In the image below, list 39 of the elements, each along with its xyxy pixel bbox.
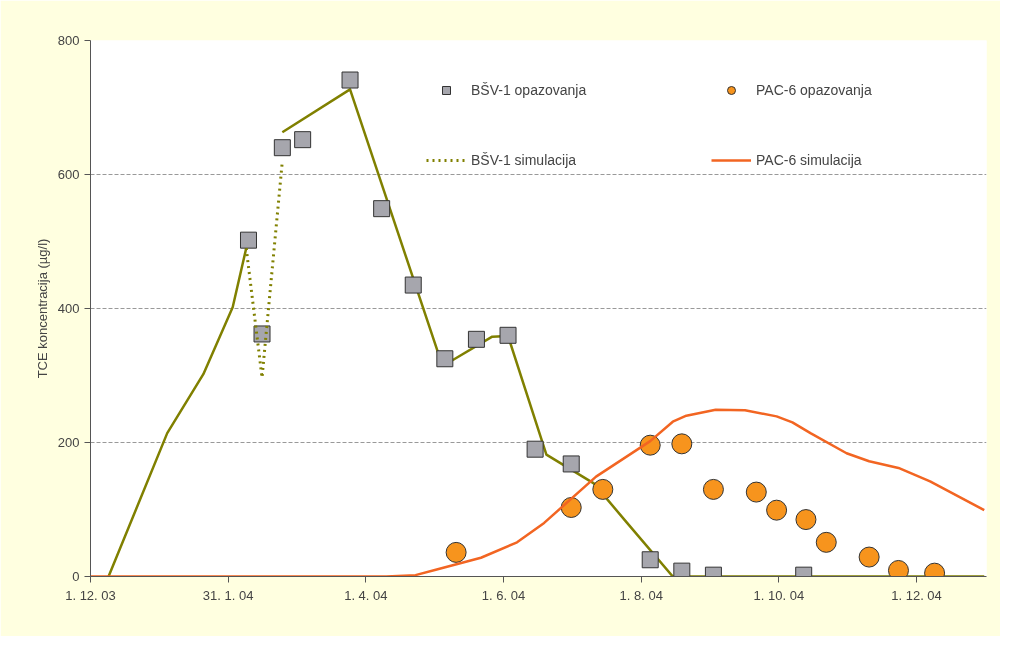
point <box>671 433 693 455</box>
x-tick-label: 1. 10. 04 <box>753 587 805 603</box>
legend-label: PAC-6 opazovanja <box>756 82 873 98</box>
y-tick-label: 200 <box>57 435 80 450</box>
point <box>745 481 767 503</box>
point <box>499 326 517 344</box>
point <box>373 200 391 218</box>
point <box>795 509 817 531</box>
point <box>673 562 691 577</box>
point <box>273 139 291 157</box>
point <box>702 478 724 500</box>
point <box>239 231 257 249</box>
y-tick-label: 600 <box>57 167 80 182</box>
point <box>467 330 485 348</box>
legend-label: PAC-6 simulacija <box>756 152 863 168</box>
x-tick-label: 31. 1. 04 <box>202 587 254 603</box>
point <box>858 546 880 568</box>
y-axis-title: TCE koncentracija (µg/l) <box>34 238 50 379</box>
legend-label: BŠV-1 simulacija <box>471 152 578 168</box>
y-tick-label: 0 <box>72 569 80 584</box>
x-tick-label: 1. 8. 04 <box>619 587 663 603</box>
x-tick-label: 1. 6. 04 <box>481 587 526 603</box>
point <box>341 71 359 89</box>
y-tick-label: 400 <box>57 301 80 316</box>
y-tick-label: 800 <box>57 33 80 48</box>
point <box>766 499 788 521</box>
legend-label: BŠV-1 opazovanja <box>471 82 588 98</box>
point <box>815 531 837 553</box>
point <box>526 440 544 458</box>
x-tick-label: 1. 12. 04 <box>891 587 942 603</box>
x-tick-label: 1. 4. 04 <box>344 587 388 603</box>
point <box>404 276 422 294</box>
point <box>436 350 454 368</box>
x-tick-label: 1. 12. 03 <box>65 587 116 603</box>
point <box>592 478 614 500</box>
point <box>445 541 467 563</box>
point <box>294 131 312 149</box>
point <box>562 455 580 473</box>
point <box>641 551 659 569</box>
